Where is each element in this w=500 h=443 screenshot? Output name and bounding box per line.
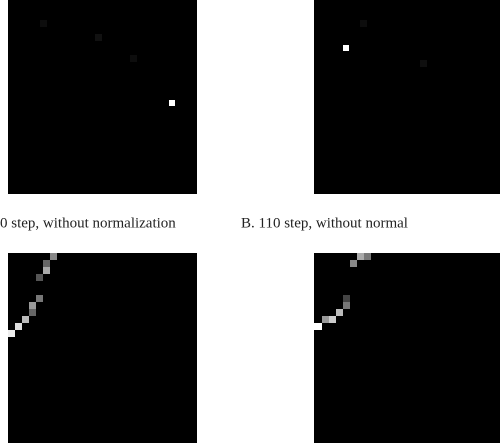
pixel (36, 274, 43, 281)
pixel (336, 309, 343, 316)
panel-background (314, 253, 500, 443)
panel-background (314, 0, 500, 194)
pixel (343, 295, 350, 302)
pixel (36, 295, 43, 302)
pixel (43, 267, 50, 274)
pixel (50, 253, 57, 260)
pixel (343, 302, 350, 309)
caption: 0 step, without normalization (0, 215, 176, 231)
caption: B. 110 step, without normal (241, 215, 408, 231)
pixel (357, 253, 364, 260)
panel-background (8, 0, 197, 194)
pixel (364, 253, 371, 260)
pixel (130, 55, 137, 62)
pixel (343, 45, 349, 51)
pixel (314, 323, 322, 330)
pixel (420, 60, 427, 67)
panel-top-left (8, 0, 197, 194)
pixel (15, 323, 22, 330)
pixel (29, 309, 36, 316)
pixel (8, 330, 15, 337)
pixel (95, 34, 102, 41)
page: {"captions": ["0 step, without normaliza… (0, 0, 500, 443)
panel-top-right (314, 0, 500, 194)
pixel (43, 260, 50, 267)
panel-bottom-left (8, 253, 197, 443)
panel-background (8, 253, 197, 443)
pixel (350, 260, 357, 267)
panel-bottom-right (314, 253, 500, 443)
pixel (329, 316, 336, 323)
pixel (22, 316, 29, 323)
pixel (40, 20, 47, 27)
pixel (322, 316, 329, 323)
pixel (29, 302, 36, 309)
pixel (169, 100, 175, 106)
pixel (360, 20, 367, 27)
figure: 0 step, without normalization B. 110 ste… (0, 0, 500, 443)
